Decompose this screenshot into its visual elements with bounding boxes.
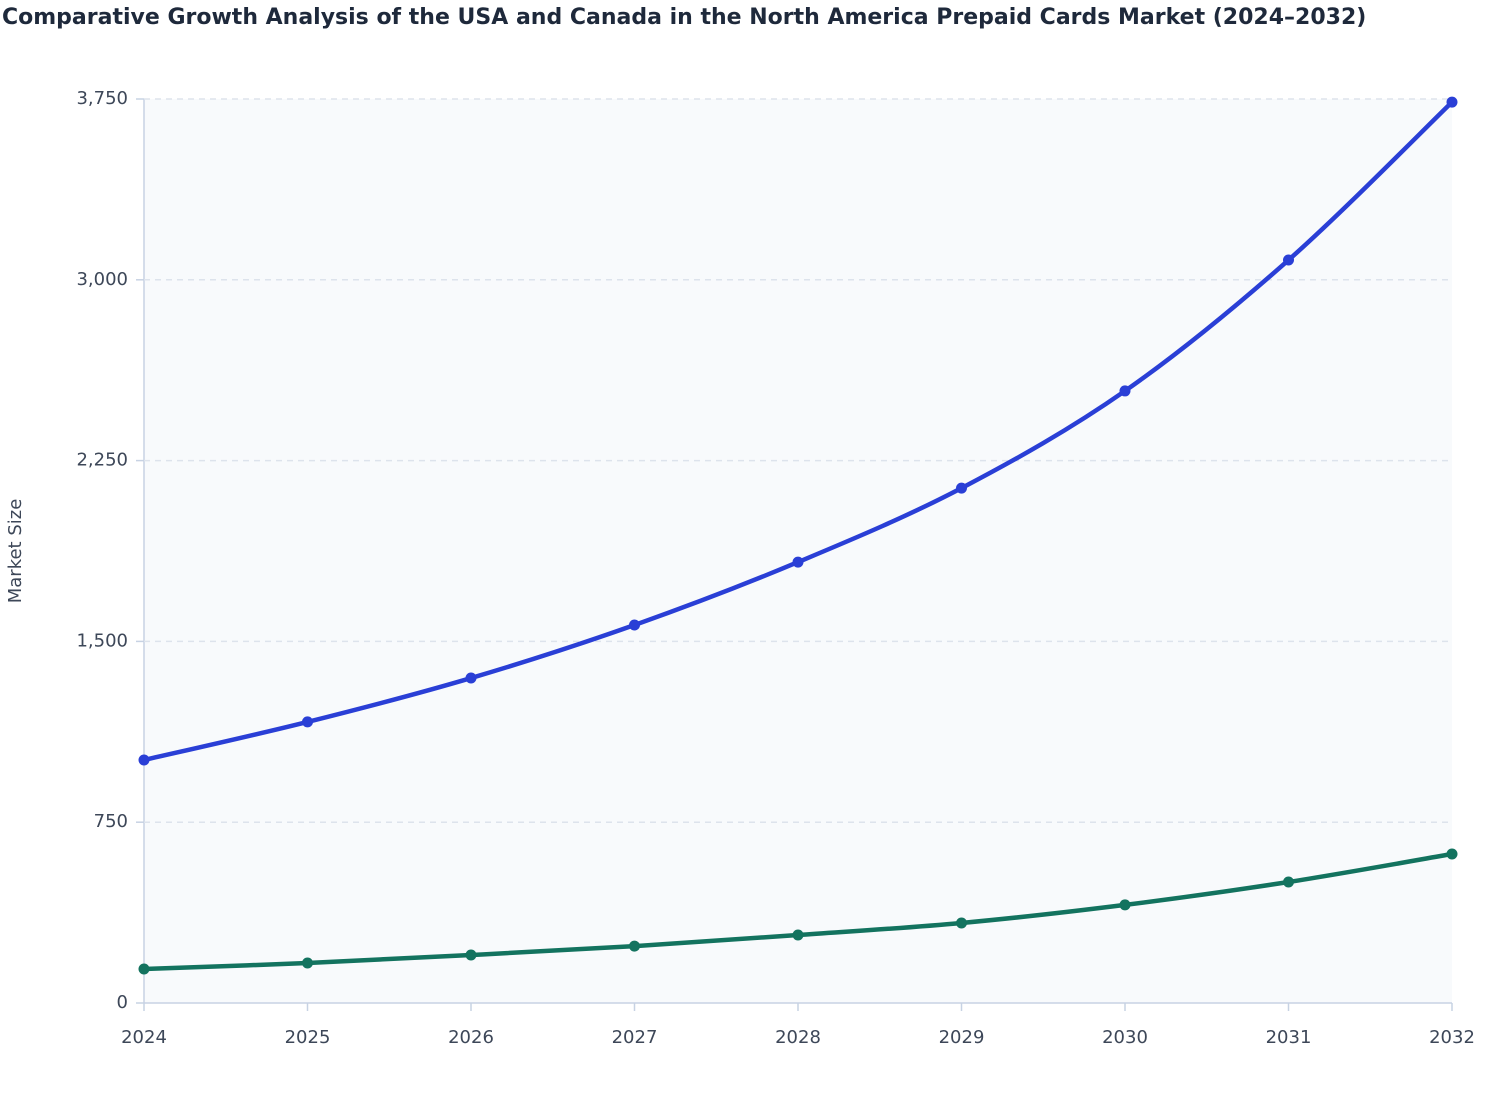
- y-axis-label: Market Size: [5, 499, 26, 604]
- point: [1446, 96, 1458, 108]
- line: [143, 100, 1454, 763]
- x-tick-label: 2025: [285, 1027, 331, 1048]
- point: [1119, 385, 1131, 397]
- x-tick-label: 2029: [939, 1027, 985, 1048]
- point: [1283, 254, 1294, 266]
- point: [138, 754, 150, 766]
- point: [302, 716, 313, 728]
- y-tick-label: 2,250: [76, 450, 128, 471]
- point: [302, 957, 313, 969]
- x-tick-label: 2030: [1102, 1027, 1148, 1048]
- point: [629, 619, 640, 631]
- x-tick-label: 2028: [775, 1027, 821, 1048]
- x-tick-label: 2024: [121, 1027, 167, 1048]
- plot-background: [144, 99, 1452, 1003]
- point: [138, 963, 150, 975]
- y-tick-label: 750: [94, 811, 128, 832]
- point: [792, 929, 804, 941]
- point: [465, 949, 477, 961]
- x-tick-label: 2026: [448, 1027, 494, 1048]
- chart-title: Comparative Growth Analysis of the USA a…: [2, 5, 1366, 30]
- y-tick-label: 0: [117, 992, 128, 1013]
- point: [465, 672, 477, 684]
- point: [1119, 899, 1131, 911]
- x-tick-label: 2031: [1266, 1027, 1312, 1048]
- point: [1446, 848, 1458, 860]
- point: [629, 940, 640, 952]
- point: [1283, 876, 1294, 888]
- y-tick-label: 3,750: [76, 88, 128, 109]
- y-tick-label: 1,500: [76, 630, 128, 651]
- y-tick-label: 3,000: [76, 269, 128, 290]
- x-tick-label: 2027: [612, 1027, 658, 1048]
- point: [956, 482, 967, 494]
- point: [792, 556, 804, 568]
- point: [956, 917, 967, 929]
- x-tick-label: 2032: [1429, 1027, 1475, 1048]
